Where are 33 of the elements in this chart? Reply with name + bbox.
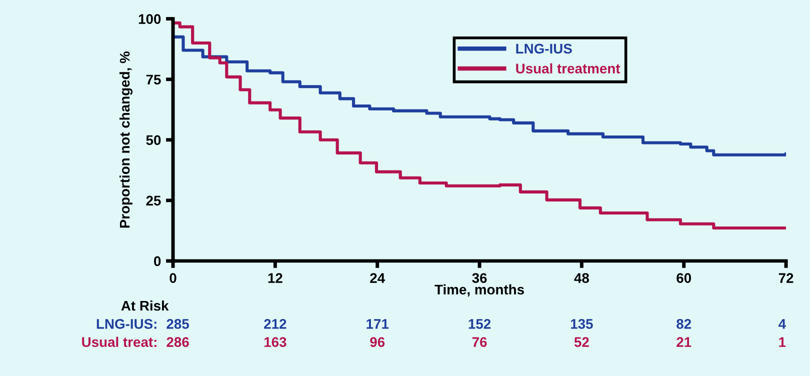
text: 135	[570, 319, 593, 329]
text: 286	[166, 337, 189, 347]
legend-label: LNG-IUS	[516, 44, 572, 54]
y-tick-label: 75	[146, 74, 161, 85]
text: 1	[779, 337, 786, 347]
text: 152	[468, 319, 491, 329]
x-tick-label: 12	[268, 273, 282, 283]
y-tick-label: 100	[138, 14, 161, 24]
text: At Risk	[121, 300, 169, 311]
x-tick-label: 0	[170, 273, 176, 283]
text: 171	[366, 319, 389, 329]
text: 4	[778, 319, 786, 329]
x-axis-title: Time, months	[434, 284, 524, 297]
x-tick-label: 48	[574, 273, 589, 283]
y-tick-label: 25	[146, 196, 161, 206]
y-tick-label: 0	[154, 256, 161, 266]
x-tick-label: 60	[676, 273, 692, 283]
y-tick-label: 50	[146, 135, 161, 146]
text: 96	[370, 337, 385, 347]
text: 212	[264, 319, 286, 329]
legend-label: Usual treatment	[516, 63, 620, 74]
text: 21	[676, 337, 692, 347]
x-tick-label: 72	[778, 273, 794, 283]
text: 163	[264, 337, 286, 348]
text: 76	[472, 337, 487, 347]
text: 82	[676, 319, 692, 329]
y-axis-title: Proportion not changed, %	[119, 52, 132, 228]
x-tick-label: 36	[472, 273, 487, 283]
text: Usual treat:	[82, 336, 156, 347]
text: LNG-IUS:	[96, 319, 156, 329]
x-tick-label: 24	[370, 273, 386, 283]
text: 285	[166, 319, 189, 329]
text: 52	[574, 337, 589, 347]
